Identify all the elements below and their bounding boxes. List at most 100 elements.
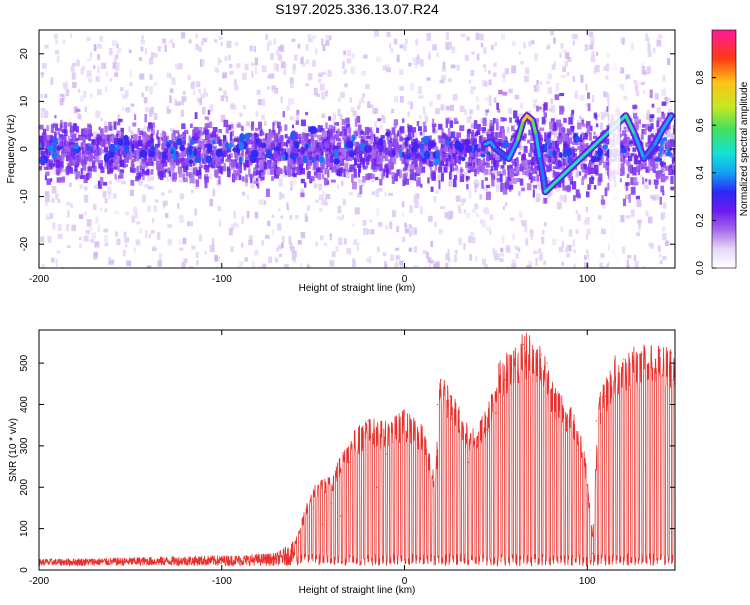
- spectrogram-cell: [65, 149, 68, 157]
- spectrogram-cell: [604, 187, 608, 197]
- spectrogram-cell: [58, 161, 63, 167]
- spectrogram-cell: [236, 162, 239, 169]
- spectrogram-speckle: [596, 51, 599, 56]
- spectrogram-x-tick-label: -100: [212, 274, 232, 285]
- spectrogram-speckle: [606, 183, 609, 192]
- spectrogram-cell: [329, 159, 334, 168]
- spectrogram-speckle: [251, 176, 256, 184]
- spectrogram-speckle: [289, 181, 294, 188]
- spectrogram-cell: [103, 181, 108, 186]
- spectrogram-cell: [193, 136, 198, 141]
- spectrogram-cell: [444, 137, 448, 141]
- spectrogram-speckle: [410, 101, 413, 110]
- spectrogram-cell: [365, 140, 369, 145]
- spectrogram-cell: [630, 186, 636, 195]
- spectrogram-cell: [512, 133, 516, 142]
- spectrogram-speckle: [144, 230, 148, 238]
- snr-data-point: [129, 561, 131, 563]
- spectrogram-speckle: [408, 224, 412, 229]
- spectrogram-cell: [140, 142, 143, 146]
- spectrogram-speckle: [659, 253, 662, 258]
- spectrogram-speckle: [215, 68, 219, 73]
- spectrogram-cell: [308, 139, 311, 146]
- spectrogram-speckle: [563, 194, 567, 203]
- snr-data-point: [340, 515, 342, 517]
- spectrogram-cell: [455, 156, 459, 163]
- spectrogram-speckle: [239, 112, 243, 117]
- spectrogram-cell: [527, 161, 531, 169]
- spectrogram-cell: [268, 128, 271, 134]
- spectrogram-speckle: [566, 253, 570, 258]
- spectrogram-cell: [300, 119, 306, 127]
- spectrogram-speckle: [364, 229, 370, 233]
- spectrogram-cell: [203, 165, 207, 170]
- spectrogram-cell: [119, 172, 124, 179]
- snr-data-point: [586, 484, 588, 486]
- spectrogram-cell: [74, 165, 78, 172]
- spectrogram-cell: [96, 144, 99, 150]
- spectrogram-speckle: [207, 173, 213, 180]
- spectrogram-cell: [130, 160, 134, 169]
- spectrogram-speckle: [198, 46, 202, 52]
- spectrogram-speckle: [183, 258, 188, 264]
- spectrogram-speckle: [150, 176, 154, 181]
- snr-data-point: [495, 412, 497, 414]
- spectrogram-cell: [225, 125, 229, 134]
- spectrogram-speckle: [484, 110, 488, 116]
- spectrogram-cell: [452, 145, 456, 154]
- spectrogram-cell: [509, 164, 513, 171]
- spectrogram-cell: [499, 142, 503, 147]
- spectrogram-cell: [619, 178, 622, 183]
- spectrogram-cell: [127, 155, 133, 160]
- spectrogram-cell: [508, 184, 514, 190]
- spectrogram-speckle: [413, 246, 417, 253]
- spectrogram-speckle: [384, 261, 387, 268]
- spectrogram-cell: [108, 121, 112, 131]
- spectrogram-cell: [57, 131, 60, 135]
- spectrogram-speckle: [353, 239, 358, 245]
- spectrogram-speckle: [278, 253, 282, 257]
- spectrogram-cell: [562, 165, 565, 173]
- spectrogram-speckle: [662, 233, 667, 241]
- spectrogram-cell: [360, 135, 365, 143]
- spectrogram-speckle: [241, 191, 246, 196]
- spectrogram-speckle: [357, 105, 360, 110]
- spectrogram-cell: [409, 164, 415, 172]
- spectrogram-speckle: [506, 126, 510, 133]
- spectrogram-speckle: [277, 54, 283, 61]
- spectrogram-cell: [483, 158, 486, 167]
- spectrogram-cell: [537, 134, 543, 140]
- spectrogram-cell: [234, 151, 239, 160]
- snr-data-point: [595, 420, 598, 422]
- spectrogram-cell: [509, 138, 514, 143]
- spectrogram-cell: [85, 154, 88, 158]
- spectrogram-cell: [131, 159, 137, 162]
- spectrogram-cell: [432, 145, 437, 150]
- spectrogram-speckle: [474, 185, 477, 193]
- spectrogram-speckle: [84, 211, 87, 216]
- spectrogram-speckle: [321, 71, 327, 75]
- spectrogram-speckle: [385, 225, 388, 230]
- spectrogram-speckle: [261, 65, 267, 73]
- spectrogram-cell: [322, 173, 325, 179]
- spectrogram-speckle: [338, 237, 343, 246]
- spectrogram-ridge-segment: [534, 133, 542, 160]
- spectrogram-speckle: [585, 249, 589, 254]
- spectrogram-cell: [283, 142, 287, 147]
- spectrogram-bright-spot: [179, 144, 186, 152]
- spectrogram-cell: [523, 145, 528, 153]
- spectrogram-speckle: [321, 113, 326, 119]
- spectrogram-cell: [465, 161, 468, 169]
- spectrogram-speckle: [362, 219, 367, 227]
- spectrogram-cell: [129, 167, 133, 173]
- spectrogram-speckle: [81, 169, 85, 177]
- spectrogram-cell: [158, 170, 163, 177]
- spectrogram-cell: [518, 151, 521, 155]
- spectrogram-speckle: [214, 254, 218, 262]
- spectrogram-cell: [431, 123, 437, 128]
- spectrogram-cell: [68, 142, 74, 146]
- spectrogram-speckle: [327, 69, 331, 77]
- spectrogram-cell: [308, 151, 313, 160]
- spectrogram-speckle: [661, 88, 666, 96]
- spectrogram-cell: [502, 91, 508, 96]
